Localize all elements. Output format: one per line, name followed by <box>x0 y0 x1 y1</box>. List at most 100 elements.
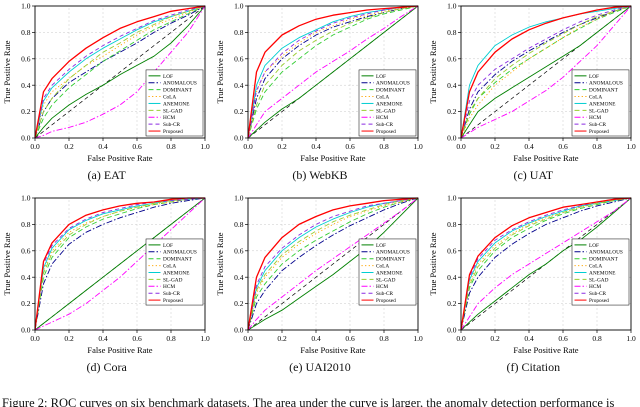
roc-curve-sl-gad <box>34 197 205 331</box>
y-axis-label: True Positive Rate <box>215 232 225 295</box>
y-tick-label: 0.6 <box>21 54 31 63</box>
roc-curve-sl-gad <box>247 5 419 139</box>
x-tick-label: 0.8 <box>379 334 389 343</box>
roc-curve-sl-gad <box>247 197 419 331</box>
legend-label-cola: CoLA <box>589 264 602 270</box>
y-tick-label: 0.6 <box>447 246 457 255</box>
legend-label-proposed: Proposed <box>589 129 609 135</box>
y-tick-label: 1.0 <box>234 2 244 11</box>
subplot-grid: 0.0 0.0 0.2 0.2 0.4 0.4 0.6 0.6 0.8 0.8 1.0 1.0 Fals… <box>0 0 640 384</box>
roc-curve-proposed <box>34 5 205 139</box>
x-axis-label: False Positive Rate <box>300 345 365 355</box>
legend-label-cola: CoLA <box>589 94 602 100</box>
roc-chart-d: 0.00.0 0.2 0.2 0.4 0.4 0.6 0.6 0.8 0.8 1.0 1.0 Fals… <box>2 194 210 355</box>
y-tick-label: 0.6 <box>234 246 244 255</box>
legend-label-anemone: ANEMONE <box>376 270 402 276</box>
roc-chart-f: 0.00.0 0.2 0.2 0.4 0.4 0.6 0.6 0.8 0.8 1.0 1.0 Fals… <box>428 194 636 355</box>
roc-curve-lof <box>34 5 205 139</box>
y-tick-label: 0.8 <box>234 28 244 37</box>
legend-label-sub-cr: Sub-CR <box>376 291 394 297</box>
legend-label-hcm: HCM <box>163 284 175 290</box>
roc-curve-sub-cr <box>34 5 205 139</box>
y-tick-label: 1.0 <box>21 2 31 11</box>
subplot-cell-cora: 0.0 0.0 0.2 0.2 0.4 0.4 0.6 0.6 0.8 0.8 1.0 1.0 Fals… <box>0 192 213 384</box>
legend-label-lof: LOF <box>376 243 386 249</box>
legend-label-dominant: DOMINANT <box>163 88 193 94</box>
x-tick-label: 0.6 <box>345 142 355 151</box>
y-tick-label: 0.2 <box>21 299 31 308</box>
legend-label-anomalous: ANOMALOUS <box>589 250 623 256</box>
roc-plot-uat: 0.0 0.0 0.2 0.2 0.4 0.4 0.6 0.6 0.8 0.8 1.0 1.0 Fals… <box>428 0 638 168</box>
roc-curve-hcm <box>247 5 419 139</box>
y-tick-label: 0.8 <box>447 28 457 37</box>
y-tick-label: 0.2 <box>234 299 244 308</box>
x-axis-label: False Positive Rate <box>87 345 152 355</box>
roc-curve-proposed <box>34 197 205 331</box>
legend-label-proposed: Proposed <box>589 298 609 304</box>
x-tick-label: 0.8 <box>166 142 176 151</box>
legend-label-lof: LOF <box>589 74 599 80</box>
roc-curve-anemone <box>460 197 632 331</box>
roc-curve-cola <box>34 5 205 139</box>
subplot-cell-uai2010: 0.0 0.0 0.2 0.2 0.4 0.4 0.6 0.6 0.8 0.8 1.0 1.0 Fals… <box>213 192 426 384</box>
x-tick-label: 0.8 <box>379 142 389 151</box>
roc-curve-lof <box>461 197 632 331</box>
legend: LOFANOMALOUSDOMINANTCoLAANEMONESL-GADHCM… <box>358 238 417 306</box>
legend-label-sub-cr: Sub-CR <box>589 291 607 297</box>
roc-curve-sub-cr <box>34 197 205 331</box>
x-tick-label: 0.2 <box>64 334 74 343</box>
subplot-label-uai2010: (e) UAI2010 <box>289 360 351 374</box>
roc-curve-proposed <box>460 5 632 139</box>
x-tick-label: 0.2 <box>277 334 287 343</box>
x-tick-label: 0.4 <box>311 334 321 343</box>
legend-label-anomalous: ANOMALOUS <box>163 250 197 256</box>
legend: LOFANOMALOUSDOMINANTCoLAANEMONESL-GADHCM… <box>572 69 630 137</box>
y-tick-label: 1.0 <box>447 2 457 11</box>
x-axis-label: False Positive Rate <box>300 153 365 163</box>
legend-label-proposed: Proposed <box>376 298 396 304</box>
legend-label-anemone: ANEMONE <box>376 101 402 107</box>
x-tick-label: 0.4 <box>98 142 108 151</box>
roc-curve-anemone <box>460 5 632 139</box>
legend: LOFANOMALOUSDOMINANTCoLAANEMONESL-GADHCM… <box>145 69 203 137</box>
y-tick-label: 0.2 <box>234 107 244 116</box>
x-tick-label: 0.2 <box>277 142 287 151</box>
legend-label-dominant: DOMINANT <box>376 257 406 263</box>
y-tick-label: 0.0 <box>21 134 31 143</box>
legend-label-hcm: HCM <box>589 115 601 121</box>
x-axis-label: False Positive Rate <box>514 345 579 355</box>
subplot-label-webkb: (b) WebKB <box>292 168 348 182</box>
x-tick-label: 0.0 <box>243 334 253 343</box>
roc-plot-uai2010: 0.0 0.0 0.2 0.2 0.4 0.4 0.6 0.6 0.8 0.8 1.0 1.0 Fals… <box>215 192 425 360</box>
roc-chart-c: 0.00.0 0.2 0.2 0.4 0.4 0.6 0.6 0.8 0.8 1.0 1.0 Fals… <box>428 2 636 163</box>
legend-label-sub-cr: Sub-CR <box>163 122 181 128</box>
roc-curve-cola <box>460 197 632 331</box>
legend-label-hcm: HCM <box>376 115 388 121</box>
legend-label-lof: LOF <box>376 74 386 80</box>
roc-plot-cora: 0.0 0.0 0.2 0.2 0.4 0.4 0.6 0.6 0.8 0.8 1.0 1.0 Fals… <box>2 192 212 360</box>
y-axis-label: True Positive Rate <box>2 232 12 295</box>
x-tick-label: 0.4 <box>98 334 108 343</box>
y-tick-label: 0.4 <box>21 273 31 282</box>
legend-label-sl-gad: SL-GAD <box>376 277 396 283</box>
subplot-cell-citation: 0.0 0.0 0.2 0.2 0.4 0.4 0.6 0.6 0.8 0.8 1.0 1.0 Fals… <box>427 192 640 384</box>
x-tick-label: 0.2 <box>64 142 74 151</box>
roc-chart-e: 0.00.0 0.2 0.2 0.4 0.4 0.6 0.6 0.8 0.8 1.0 1.0 Fals… <box>215 194 423 355</box>
roc-curve-anomalous <box>460 5 632 139</box>
legend-label-lof: LOF <box>589 243 599 249</box>
legend-label-dominant: DOMINANT <box>163 257 193 263</box>
roc-curve-hcm <box>460 197 632 331</box>
y-tick-label: 0.0 <box>234 134 244 143</box>
roc-curve-sl-gad <box>34 5 205 139</box>
x-tick-label: 0.2 <box>491 334 501 343</box>
roc-curve-sl-gad <box>460 5 632 139</box>
x-tick-label: 0.6 <box>132 142 142 151</box>
legend-label-proposed: Proposed <box>163 129 183 135</box>
x-tick-label: 1.0 <box>413 142 423 151</box>
legend-label-sl-gad: SL-GAD <box>163 277 183 283</box>
legend-label-hcm: HCM <box>163 115 175 121</box>
legend: LOFANOMALOUSDOMINANTCoLAANEMONESL-GADHCM… <box>572 238 630 306</box>
y-tick-label: 0.4 <box>234 273 244 282</box>
x-tick-label: 1.0 <box>200 142 210 151</box>
